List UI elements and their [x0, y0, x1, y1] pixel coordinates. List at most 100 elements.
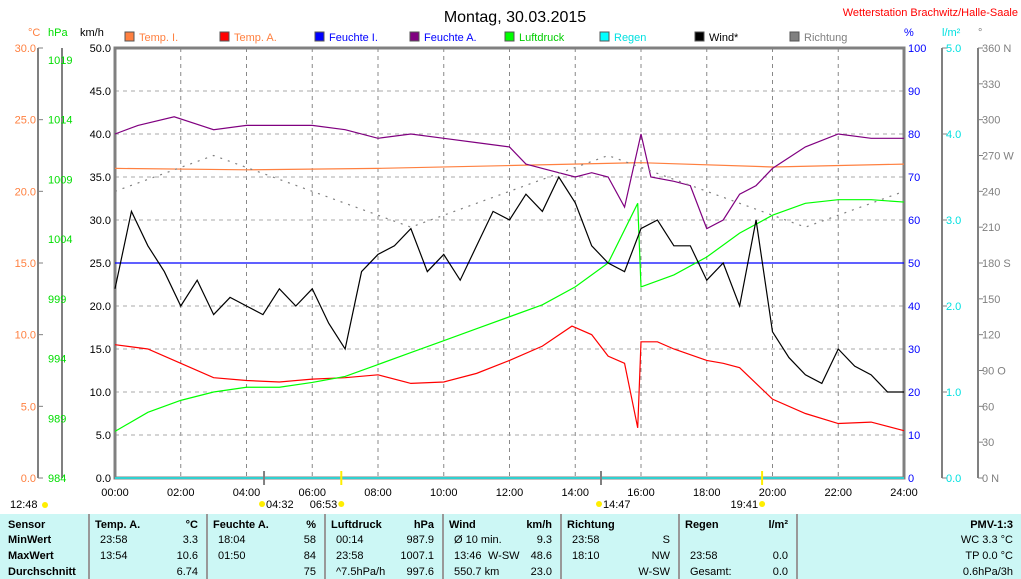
tick-label-dir: 0 N [982, 473, 999, 485]
tick-label-pct: 60 [908, 215, 920, 227]
legend-swatch [694, 31, 705, 42]
cell-time: 00:14 [336, 534, 364, 546]
tick-label-dir: 240 [982, 186, 1000, 198]
tick-label-pct: 40 [908, 301, 920, 313]
tick-label-rain: 3.0 [946, 215, 961, 227]
cell-time: 01:50 [218, 550, 246, 562]
x-tick-label: 06:00 [298, 487, 326, 499]
tick-label-dir: 120 [982, 330, 1000, 342]
cell-value: 0.0 [772, 566, 788, 578]
col-temp: Temp. A. °C 23:58 3.3 13:54 10.6 6.74 [88, 514, 208, 579]
header: Wind [449, 519, 476, 531]
x-tick-label: 04:00 [233, 487, 261, 499]
tick-label-kmh: 35.0 [90, 172, 111, 184]
cell-value: 997.6 [406, 566, 434, 578]
moonrise-icon [259, 501, 266, 507]
weather-chart: Montag, 30.03.2015 Wetterstation Brachwit… [10, 7, 1018, 511]
tick-label-dir: 90 O [982, 366, 1006, 378]
x-tick-label: 14:00 [561, 487, 589, 499]
cell-value: 0.0 [772, 550, 788, 562]
legend-label: Richtung [804, 32, 847, 44]
cell-time: 13:46 [454, 550, 482, 562]
cell: TP 0.0 °C [965, 550, 1013, 562]
row-label: Durchschnitt [8, 566, 76, 578]
x-tick-label: 22:00 [824, 487, 852, 499]
legend-swatch [599, 31, 610, 42]
tick-label-dir: 330 [982, 79, 1000, 91]
col-pmv: PMV-1:3 WC 3.3 °C TP 0.0 °C 0.6hPa/3h [796, 514, 1021, 579]
x-tick-label: 08:00 [364, 487, 392, 499]
tick-label-temp: 15.0 [15, 258, 36, 270]
unit: hPa [413, 519, 434, 531]
legend-swatch [314, 31, 325, 42]
tick-label-pct: 70 [908, 172, 920, 184]
tick-label-rain: 2.0 [946, 301, 961, 313]
x-tick-label: 16:00 [627, 487, 655, 499]
tick-label-hpa: 994 [48, 354, 66, 366]
col-dir: Richtung 23:58 S 18:10 NW W-SW [560, 514, 680, 579]
series-wind- [114, 175, 904, 393]
unit-kmh: km/h [80, 27, 104, 39]
cell-value: 84 [303, 550, 316, 562]
tick-label-hpa: 989 [48, 413, 66, 425]
tick-label-kmh: 45.0 [90, 86, 111, 98]
legend-swatch [124, 31, 135, 42]
tick-label-rain: 4.0 [946, 129, 961, 141]
tick-label-kmh: 50.0 [90, 43, 111, 55]
marker-time: 04:32 [266, 499, 294, 511]
legend-swatch [219, 31, 230, 42]
tick-label-dir: 300 [982, 115, 1000, 127]
series-temp-i- [114, 162, 905, 171]
tick-label-temp: 25.0 [15, 115, 36, 127]
tick-label-dir: 270 W [982, 151, 1014, 163]
tick-label-kmh: 15.0 [90, 344, 111, 356]
legend-label: Temp. A. [234, 32, 277, 44]
moon-time: 12:48 [10, 499, 38, 511]
cell-value: 1007.1 [400, 550, 434, 562]
col-sensor: Sensor MinWert MaxWert Durchschnitt [0, 514, 90, 579]
cell-value: 48.6 [530, 550, 552, 562]
tick-label-kmh: 30.0 [90, 215, 111, 227]
tick-label-temp: 30.0 [15, 43, 36, 55]
unit-deg: ° [978, 27, 982, 39]
cell-time: 23:58 [100, 534, 128, 546]
x-tick-label: 24:00 [890, 487, 918, 499]
cell-time: 18:10 [572, 550, 600, 562]
cell-value: W-SW [638, 566, 670, 578]
cell-value: 9.3 [536, 534, 552, 546]
unit: l/m² [768, 519, 788, 531]
cell-time: 18:04 [218, 534, 246, 546]
series-luftdruck [114, 199, 905, 432]
cell-time: 550.7 km [454, 566, 500, 578]
cell: 0.6hPa/3h [962, 566, 1013, 578]
tick-label-pct: 20 [908, 387, 920, 399]
cell-time: 23:58 [336, 550, 364, 562]
header: Feuchte A. [213, 519, 269, 531]
header: Temp. A. [95, 519, 141, 531]
tick-label-pct: 0 [908, 473, 914, 485]
marker-time: 19:41 [731, 499, 759, 511]
tick-label-pct: 50 [908, 258, 920, 270]
tick-label-rain: 1.0 [946, 387, 961, 399]
tick-label-pct: 90 [908, 86, 920, 98]
tick-label-kmh: 0.0 [96, 473, 111, 485]
cell-value: 10.6 [176, 550, 198, 562]
legend-label: Luftdruck [519, 32, 565, 44]
tick-label-kmh: 10.0 [90, 387, 111, 399]
col-press: Luftdruck hPa 00:14 987.9 23:58 1007.1 ^7.5hPa… [324, 514, 444, 579]
tick-label-kmh: 5.0 [96, 430, 111, 442]
chart-title: Montag, 30.03.2015 [444, 9, 586, 26]
x-tick-label: 02:00 [167, 487, 195, 499]
legend-label: Temp. I. [139, 32, 178, 44]
station-name: Wetterstation Brachwitz/Halle-Saale [843, 7, 1018, 19]
tick-label-dir: 210 [982, 222, 1000, 234]
moonset-icon [596, 501, 603, 507]
tick-label-dir: 60 [982, 401, 994, 413]
cell-value: 6.74 [176, 566, 198, 578]
header-sensor: Sensor [8, 519, 46, 531]
cell-time: 23:58 [690, 550, 718, 562]
legend-label: Feuchte A. [424, 32, 477, 44]
cell-time: ^7.5hPa/h [336, 566, 386, 578]
cell-time: Gesamt: [690, 566, 732, 578]
header: Luftdruck [331, 519, 382, 531]
